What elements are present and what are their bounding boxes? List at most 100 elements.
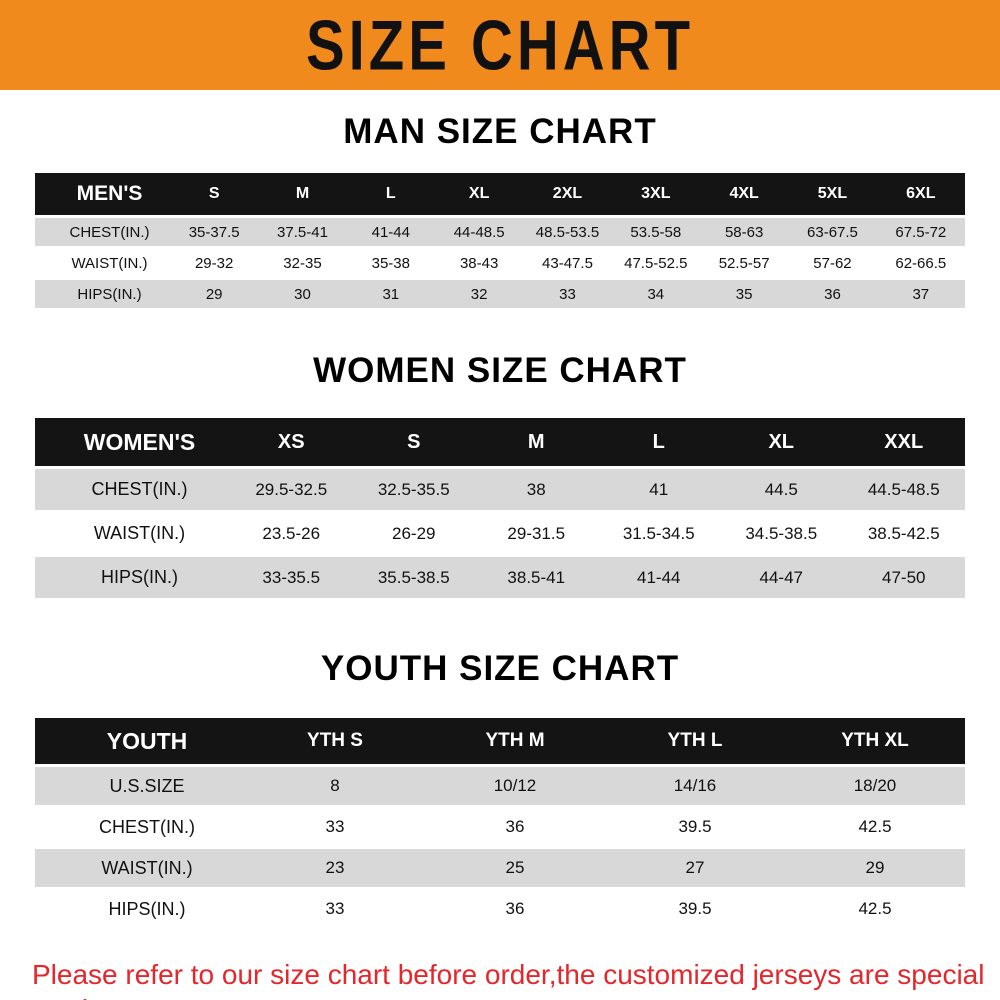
value-cell: 62-66.5 (876, 249, 965, 277)
table-row: CHEST(IN.) 35-37.5 37.5-41 41-44 44-48.5 48.5… (35, 218, 965, 246)
value-cell: 35-38 (346, 249, 435, 277)
table-header-row: YOUTH YTH S YTH M YTH L YTH XL (35, 718, 965, 764)
value-cell: 29.5-32.5 (230, 469, 353, 510)
size-header-cell: 5XL (788, 173, 877, 215)
table-row: U.S.SIZE 8 10/12 14/16 18/20 (35, 767, 965, 805)
value-cell: 31.5-34.5 (597, 513, 720, 554)
row-label-cell: CHEST(IN.) (35, 469, 230, 510)
size-header-cell: 4XL (699, 173, 789, 215)
youth-size-chart-heading: YOUTH SIZE CHART (320, 649, 680, 688)
size-chart-banner: SIZE CHART (0, 0, 1000, 90)
size-header-cell: YTH S (245, 718, 425, 764)
value-cell: 35.5-38.5 (352, 557, 475, 598)
row-label-cell: CHEST(IN.) (35, 218, 170, 246)
value-cell: 53.5-58 (611, 218, 700, 246)
man-size-chart-heading: MAN SIZE CHART (343, 112, 657, 151)
value-cell: 39.5 (605, 890, 785, 928)
value-cell: 58-63 (699, 218, 789, 246)
value-cell: 26-29 (352, 513, 475, 554)
value-cell: 34 (611, 280, 700, 308)
table-title-cell: YOUTH (35, 718, 245, 764)
table-row: CHEST(IN.) 33 36 39.5 42.5 (35, 808, 965, 846)
value-cell: 36 (425, 890, 605, 928)
men-size-table: MEN'S S M L XL 2XL 3XL 4XL 5XL 6XL CHEST(IN.) 35-37… (35, 170, 965, 311)
youth-size-table: YOUTH YTH S YTH M YTH L YTH XL U.S.SIZE 8 10/12… (35, 715, 965, 931)
value-cell: 31 (346, 280, 435, 308)
value-cell: 35-37.5 (170, 218, 259, 246)
size-header-cell: 2XL (523, 173, 612, 215)
value-cell: 42.5 (785, 890, 965, 928)
value-cell: 27 (605, 849, 785, 887)
value-cell: 63-67.5 (788, 218, 877, 246)
banner-title: SIZE CHART (306, 5, 694, 85)
value-cell: 29-32 (170, 249, 259, 277)
value-cell: 35 (699, 280, 789, 308)
value-cell: 67.5-72 (876, 218, 965, 246)
size-header-cell: YTH M (425, 718, 605, 764)
size-header-cell: M (258, 173, 347, 215)
value-cell: 29-31.5 (475, 513, 598, 554)
size-header-cell: YTH L (605, 718, 785, 764)
value-cell: 37.5-41 (258, 218, 347, 246)
value-cell: 41 (597, 469, 720, 510)
table-row: HIPS(IN.) 29 30 31 32 33 34 35 36 37 (35, 280, 965, 308)
value-cell: 33 (245, 890, 425, 928)
value-cell: 47.5-52.5 (611, 249, 700, 277)
value-cell: 18/20 (785, 767, 965, 805)
value-cell: 38.5-42.5 (842, 513, 965, 554)
row-label-cell: HIPS(IN.) (35, 557, 230, 598)
table-title-cell: MEN'S (35, 173, 170, 215)
table-row: WAIST(IN.) 23 25 27 29 (35, 849, 965, 887)
table-title-cell: WOMEN'S (35, 418, 230, 466)
size-header-cell: XL (434, 173, 524, 215)
value-cell: 41-44 (346, 218, 435, 246)
value-cell: 29 (785, 849, 965, 887)
row-label-cell: WAIST(IN.) (35, 513, 230, 554)
value-cell: 32.5-35.5 (352, 469, 475, 510)
table-row: HIPS(IN.) 33 36 39.5 42.5 (35, 890, 965, 928)
value-cell: 32 (434, 280, 524, 308)
table-header-row: WOMEN'S XS S M L XL XXL (35, 418, 965, 466)
value-cell: 33-35.5 (230, 557, 353, 598)
value-cell: 41-44 (597, 557, 720, 598)
value-cell: 44.5 (720, 469, 843, 510)
size-header-cell: 6XL (876, 173, 965, 215)
row-label-cell: U.S.SIZE (35, 767, 245, 805)
row-label-cell: HIPS(IN.) (35, 280, 170, 308)
value-cell: 33 (523, 280, 612, 308)
table-row: CHEST(IN.) 29.5-32.5 32.5-35.5 38 41 44.5 44.5… (35, 469, 965, 510)
table-header-row: MEN'S S M L XL 2XL 3XL 4XL 5XL 6XL (35, 173, 965, 215)
value-cell: 25 (425, 849, 605, 887)
size-header-cell: XXL (842, 418, 965, 466)
value-cell: 37 (876, 280, 965, 308)
value-cell: 30 (258, 280, 347, 308)
value-cell: 36 (425, 808, 605, 846)
value-cell: 44-47 (720, 557, 843, 598)
value-cell: 36 (788, 280, 877, 308)
size-header-cell: XL (720, 418, 843, 466)
value-cell: 47-50 (842, 557, 965, 598)
value-cell: 44-48.5 (434, 218, 524, 246)
value-cell: 38.5-41 (475, 557, 598, 598)
row-label-cell: CHEST(IN.) (35, 808, 245, 846)
row-label-cell: WAIST(IN.) (35, 249, 170, 277)
women-size-table: WOMEN'S XS S M L XL XXL CHEST(IN.) 29.5-32.5 32.5… (35, 415, 965, 601)
value-cell: 10/12 (425, 767, 605, 805)
value-cell: 32-35 (258, 249, 347, 277)
value-cell: 44.5-48.5 (842, 469, 965, 510)
value-cell: 38 (475, 469, 598, 510)
value-cell: 57-62 (788, 249, 877, 277)
value-cell: 34.5-38.5 (720, 513, 843, 554)
women-size-chart-heading: WOMEN SIZE CHART (313, 351, 687, 390)
size-header-cell: M (475, 418, 598, 466)
footer-disclaimer: Please refer to our size chart before or… (32, 957, 1000, 1000)
footer-disclaimer-line1: Please refer to our size chart before or… (32, 959, 985, 1000)
size-header-cell: L (346, 173, 435, 215)
size-header-cell: L (597, 418, 720, 466)
value-cell: 52.5-57 (699, 249, 789, 277)
value-cell: 42.5 (785, 808, 965, 846)
size-header-cell: S (352, 418, 475, 466)
row-label-cell: WAIST(IN.) (35, 849, 245, 887)
value-cell: 39.5 (605, 808, 785, 846)
size-header-cell: XS (230, 418, 353, 466)
